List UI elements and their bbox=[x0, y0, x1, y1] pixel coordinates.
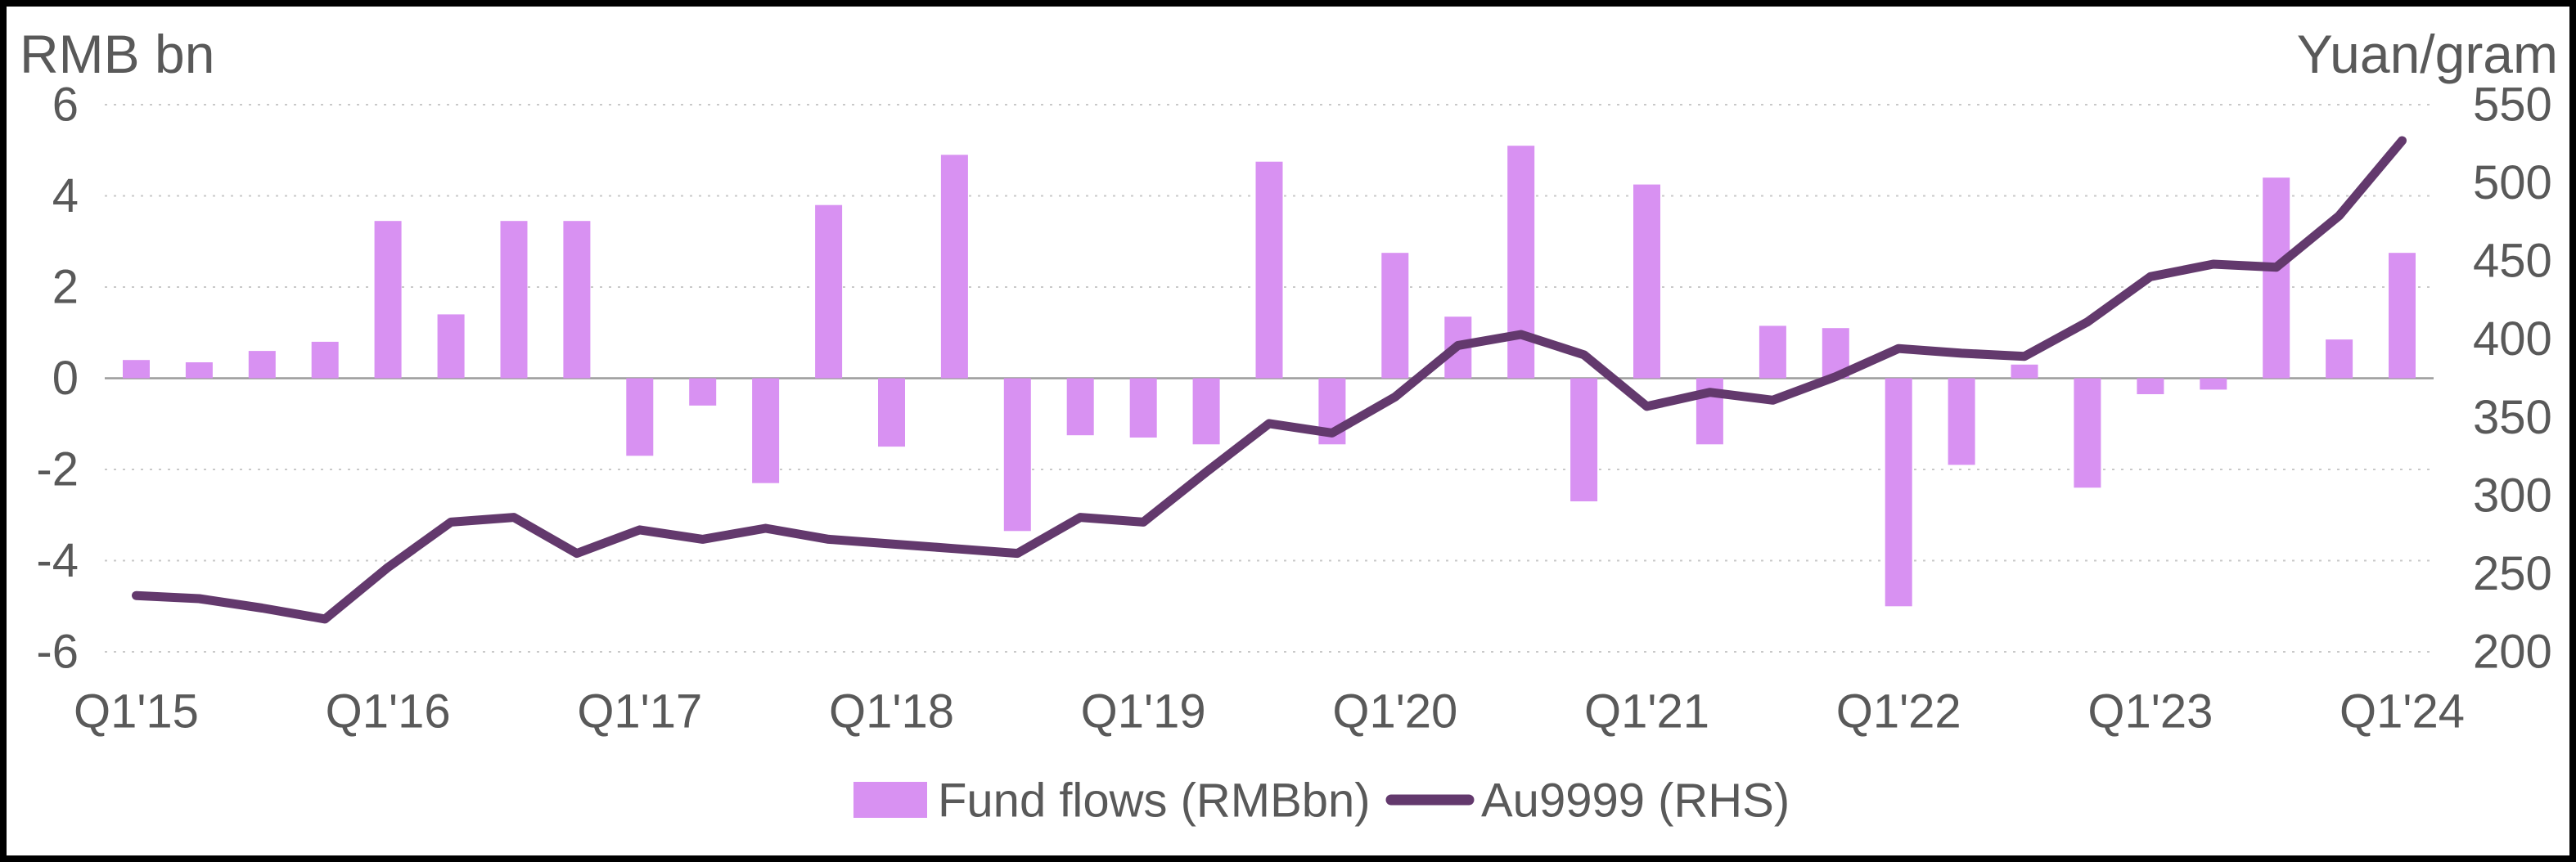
fund-flows-bar bbox=[1003, 378, 1031, 532]
fund-flows-bar bbox=[1066, 378, 1094, 436]
fund-flows-bar bbox=[437, 314, 465, 379]
legend: Fund flows (RMBbn) Au9999 (RHS) bbox=[853, 774, 1790, 828]
x-axis-tick-label: Q1'21 bbox=[1584, 685, 1709, 739]
fund-flows-bar bbox=[1255, 161, 1283, 379]
x-axis-tick-label: Q1'19 bbox=[1081, 685, 1206, 739]
x-axis-tick-label: Q1'16 bbox=[326, 685, 451, 739]
fund-flows-bar bbox=[2200, 378, 2227, 390]
left-axis-tick-label: -4 bbox=[36, 534, 79, 587]
fund-flows-bar bbox=[878, 378, 905, 447]
legend-bar-swatch-icon bbox=[853, 782, 927, 818]
fund-flows-bar bbox=[563, 221, 591, 379]
fund-flows-bar bbox=[185, 362, 213, 379]
left-axis-tick-label: 6 bbox=[52, 79, 79, 132]
fund-flows-bar bbox=[1192, 378, 1220, 445]
fund-flows-bar bbox=[1633, 184, 1660, 379]
fund-flows-bar bbox=[626, 378, 654, 456]
x-axis-tick-label: Q1'20 bbox=[1332, 685, 1457, 739]
right-axis-tick-label: 400 bbox=[2473, 312, 2552, 366]
right-axis-tick-label: 350 bbox=[2473, 391, 2552, 444]
fund-flows-bar bbox=[2389, 253, 2416, 379]
right-axis-title: Yuan/gram bbox=[2297, 24, 2558, 84]
legend-line-label: Au9999 (RHS) bbox=[1481, 774, 1790, 828]
right-axis-tick-label: 200 bbox=[2473, 626, 2552, 679]
fund-flows-bar bbox=[2326, 339, 2353, 379]
left-axis-tick-label: 4 bbox=[52, 169, 79, 222]
fund-flows-bar bbox=[2074, 378, 2101, 488]
x-axis-tick-label: Q1'24 bbox=[2340, 685, 2465, 739]
x-axis-tick-label: Q1'18 bbox=[829, 685, 954, 739]
right-axis-tick-label: 250 bbox=[2473, 547, 2552, 600]
fund-flows-bar bbox=[248, 351, 276, 379]
fund-flows-bar bbox=[1759, 325, 1786, 379]
left-axis-title: RMB bn bbox=[20, 24, 214, 84]
x-axis-tick-label: Q1'15 bbox=[74, 685, 199, 739]
fund-flows-bar bbox=[1507, 146, 1535, 379]
x-axis-tick-label: Q1'23 bbox=[2087, 685, 2213, 739]
fund-flows-bar bbox=[311, 341, 339, 379]
fund-flows-bar bbox=[1948, 378, 1975, 465]
fund-flows-bar bbox=[1129, 378, 1157, 438]
right-axis-tick-label: 450 bbox=[2473, 235, 2552, 288]
fund-flows-bar bbox=[1885, 378, 1912, 607]
plot-area: 6 4 2 0 -2 -4 -6 550 500 450 400 350 300 250 200 Q1'15 Q… bbox=[36, 79, 2551, 739]
legend-bar-label: Fund flows (RMBbn) bbox=[938, 774, 1371, 828]
left-axis-tick-label: 2 bbox=[52, 261, 79, 314]
fund-flows-bar bbox=[1381, 253, 1409, 379]
right-axis-tick-label: 300 bbox=[2473, 469, 2552, 522]
left-axis-tick-label: -6 bbox=[36, 626, 79, 679]
fund-flows-bar bbox=[500, 221, 528, 379]
fund-flows-bar bbox=[689, 378, 717, 406]
au9999-price-line bbox=[132, 136, 2407, 624]
fund-flows-bar bbox=[752, 378, 780, 483]
fund-flows-bar bbox=[2011, 364, 2038, 379]
fund-flows-bar bbox=[1570, 378, 1598, 501]
left-axis-tick-label: 0 bbox=[52, 352, 79, 405]
x-axis-tick-label: Q1'17 bbox=[577, 685, 702, 739]
fund-flows-bar bbox=[815, 204, 843, 379]
fund-flows-bar bbox=[940, 155, 968, 379]
fund-flows-bar bbox=[2263, 177, 2290, 379]
fund-flows-bar bbox=[123, 360, 150, 379]
fund-flows-bar bbox=[2137, 378, 2164, 394]
right-axis-tick-label: 500 bbox=[2473, 156, 2552, 209]
right-axis-tick-label: 550 bbox=[2473, 79, 2552, 132]
fund-flows-bar bbox=[374, 221, 402, 379]
x-axis-tick-label: Q1'22 bbox=[1836, 685, 1961, 739]
left-axis-tick-label: -2 bbox=[36, 443, 79, 496]
